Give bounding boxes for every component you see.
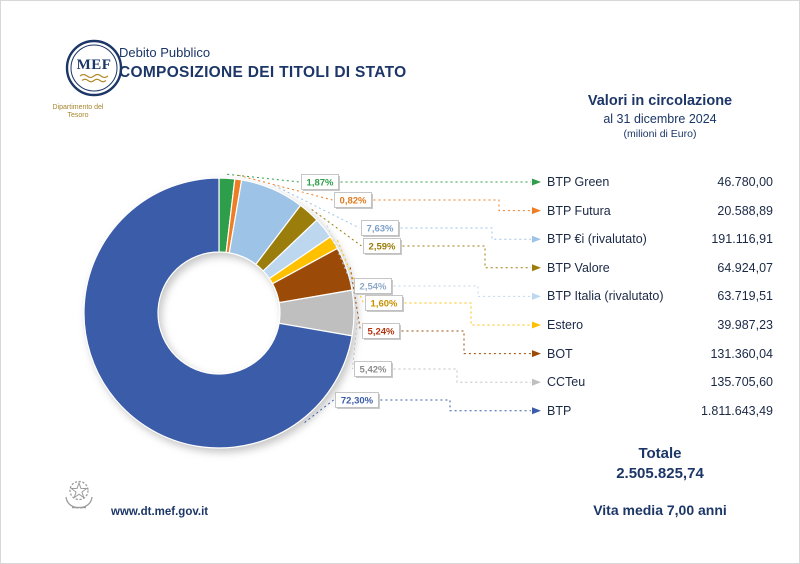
legend-value: 1.811.643,49: [700, 403, 773, 418]
mef-logo-caption: Dipartimento del Tesoro: [52, 104, 104, 119]
donut-slice-btp: [83, 177, 353, 449]
leader-line-btp-i-rivalutato: [274, 184, 360, 229]
legend-value: 20.588,89: [717, 203, 773, 218]
percent-label-box: [334, 192, 372, 208]
leader-line-bot: [349, 267, 361, 332]
legend-row-ccteu: CCTeu 135.705,60: [547, 373, 773, 391]
legend-label: BTP Green: [547, 175, 610, 189]
legend-row-bot: BOT 131.360,04: [547, 345, 773, 363]
legend-arrow-icon: [532, 292, 541, 300]
subheader-line1: Valori in circolazione: [587, 93, 733, 109]
legend-row-btp-italia-rivalutato: BTP Italia (rivalutato) 63.719,51: [547, 287, 773, 305]
title-block: Debito Pubblico COMPOSIZIONE DEI TITOLI …: [119, 45, 406, 82]
legend-label: BTP: [547, 403, 572, 418]
donut-slices: [83, 177, 355, 449]
mef-logo-block: MEF Dipartimento del Tesoro: [49, 39, 139, 120]
italy-emblem-block: [59, 473, 99, 518]
legend-value: 64.924,07: [717, 260, 773, 275]
leader-line-btp-green: [227, 173, 300, 183]
legend-label: BOT: [547, 346, 573, 361]
percent-label-box: [363, 238, 401, 254]
leader-line-btp-futura-2: [373, 199, 531, 212]
percent-label-box: [301, 174, 339, 190]
leader-line-btp-valore-2: [402, 245, 531, 269]
percent-label-text: 1,87%: [307, 178, 334, 189]
legend-arrow-icon: [532, 350, 541, 358]
percent-label-text: 5,24%: [368, 327, 395, 338]
percent-label-text: 2,59%: [369, 242, 396, 253]
percent-label-box: [335, 392, 379, 408]
percent-label-box: [361, 220, 399, 236]
legend-arrow-icon: [532, 321, 541, 329]
legend-value: 63.719,51: [717, 289, 773, 304]
kicker-text: Debito Pubblico: [119, 45, 211, 60]
website-link: www.dt.mef.gov.it: [111, 506, 209, 518]
percent-label-text: 0,82%: [340, 196, 367, 207]
legend-row-btp-green: BTP Green 46.780,00: [547, 173, 773, 191]
legend-label: CCTeu: [547, 375, 586, 390]
leader-line-estero-2: [404, 302, 531, 326]
percent-label-box: [362, 323, 400, 339]
legend-row-btp: BTP 1.811.643,49: [547, 402, 773, 420]
leader-line-btp-italia-rivalutato: [326, 225, 353, 287]
legend-row-estero: Estero 39.987,23: [547, 316, 773, 334]
mef-logo-acronym: MEF: [77, 57, 112, 73]
legend-label: BTP Futura: [547, 203, 611, 218]
percent-labels: 1,87% 0,82% 7,63% 2,59% 2,54% 1,60% 5,24% 5,42%…: [301, 174, 404, 409]
legend-value: 46.780,00: [717, 175, 773, 189]
legend-label: BTP €i (rivalutato): [547, 232, 647, 247]
subheader-block: Valori in circolazione al 31 dicembre 20…: [544, 93, 776, 140]
subheader-line2: al 31 dicembre 2024: [603, 112, 717, 126]
legend-value: 135.705,60: [710, 375, 773, 390]
leader-line-btp-italia-rivalutato-2: [393, 285, 531, 297]
legend-label: BTP Valore: [547, 260, 610, 275]
percent-label-box: [354, 278, 392, 294]
legend-arrow-icon: [532, 235, 541, 243]
leader-line-btp-futura: [238, 174, 333, 201]
subheader-line3: (milioni di Euro): [623, 128, 697, 140]
legend-value: 131.360,04: [710, 346, 773, 361]
percent-label-text: 7,63%: [367, 224, 394, 235]
total-block: Totale 2.505.825,74: [544, 445, 776, 482]
leader-line-bot-2: [401, 330, 531, 355]
percent-label-text: 5,42%: [360, 365, 387, 376]
percent-label-box: [354, 361, 392, 377]
leader-line-btp-i-rivalutato-2: [400, 227, 531, 240]
mef-logo-icon: MEF: [65, 39, 123, 97]
legend-row-btp-i-rivalutato: BTP €i (rivalutato) 191.116,91: [547, 230, 773, 248]
legend-label: Estero: [547, 318, 584, 332]
percent-label-text: 1,60%: [371, 299, 398, 310]
legend-arrow-icon: [532, 264, 541, 272]
legend-arrow-icon: [532, 378, 541, 386]
leader-lines: [227, 173, 541, 423]
legend-arrow-icon: [532, 407, 541, 415]
legend-row-btp-futura: BTP Futura 20.588,89: [547, 202, 773, 220]
percent-label-text: 72,30%: [341, 396, 374, 407]
italy-emblem-icon: [65, 480, 93, 509]
legend-arrow-icon: [532, 178, 541, 186]
leader-line-btp-2: [380, 399, 531, 412]
legend-label: BTP Italia (rivalutato): [547, 289, 664, 304]
total-value: 2.505.825,74: [616, 465, 704, 482]
percent-label-text: 2,54%: [360, 282, 387, 293]
legend-arrow-icon: [532, 207, 541, 215]
percent-label-box: [365, 295, 403, 311]
leader-line-ccteu-2: [393, 368, 531, 383]
legend-value: 39.987,23: [717, 318, 773, 332]
total-label: Totale: [638, 445, 682, 462]
leader-line-ccteu: [352, 312, 359, 370]
average-life-text: Vita media 7,00 anni: [593, 502, 727, 518]
leader-line-btp: [304, 399, 334, 423]
legend-value: 191.116,91: [711, 232, 773, 247]
page-title: COMPOSIZIONE DEI TITOLI DI STATO: [119, 64, 407, 81]
leader-line-btp-valore: [311, 208, 362, 247]
legend-row-btp-valore: BTP Valore 64.924,07: [547, 259, 773, 277]
